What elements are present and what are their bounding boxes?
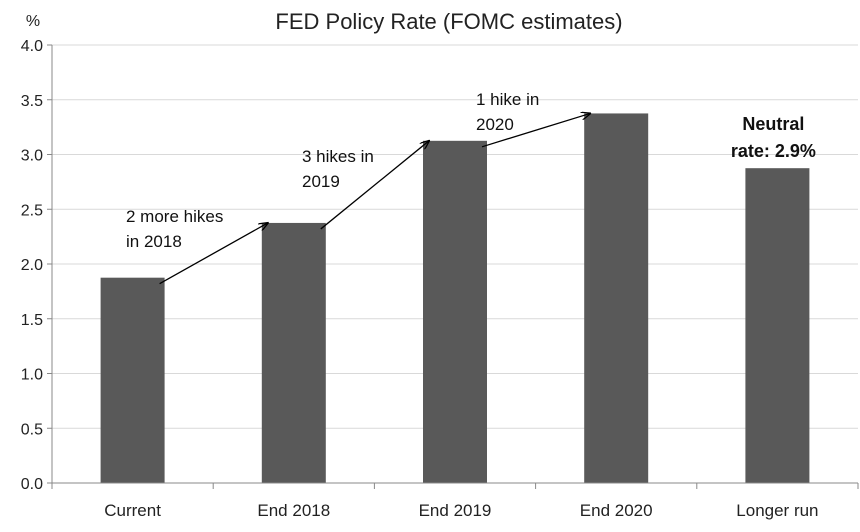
bar-end-2018 [261, 222, 326, 483]
annotation-label: 2020 [476, 115, 514, 134]
y-tick-label: 3.0 [21, 148, 43, 165]
y-tick-label: 1.5 [21, 312, 43, 329]
bar-end-2019 [423, 140, 487, 483]
bars [100, 113, 810, 483]
neutral-rate-callout: Neutral [742, 114, 804, 134]
x-tick-label: End 2020 [580, 501, 653, 520]
x-tick-label: Current [104, 501, 161, 520]
annotation-label: 3 hikes in [302, 147, 374, 166]
x-axis-ticks: Current End 2018 End 2019 End 2020 Longer ru… [51, 483, 859, 520]
axes [51, 45, 858, 484]
y-axis-ticks: 0.0 0.5 1.0 1.5 2.0 2.5 3.0 3.5 4.0 [21, 38, 52, 493]
y-tick-label: 3.5 [21, 93, 43, 110]
y-tick-label: 0.0 [21, 476, 43, 493]
annotation-label: 2 more hikes [126, 207, 223, 226]
annotation-arrow [320, 141, 429, 230]
y-tick-label: 4.0 [21, 38, 43, 55]
y-tick-label: 2.5 [21, 202, 43, 219]
annotation-arrow [159, 223, 268, 285]
chart-title: FED Policy Rate (FOMC estimates) [275, 9, 622, 34]
y-axis-unit-label: % [26, 13, 40, 30]
bar-longer-run [745, 168, 810, 483]
y-tick-label: 0.5 [21, 421, 43, 438]
bar-current [100, 277, 165, 483]
x-tick-label: Longer run [736, 501, 818, 520]
bar-end-2020 [584, 113, 649, 483]
annotation-arrow [481, 113, 590, 148]
y-tick-label: 2.0 [21, 257, 43, 274]
annotation-label: in 2018 [126, 232, 182, 251]
neutral-rate-callout: rate: 2.9% [731, 141, 816, 161]
x-tick-label: End 2019 [419, 501, 492, 520]
annotation-label: 1 hike in [476, 90, 539, 109]
annotation-label: 2019 [302, 172, 340, 191]
x-tick-label: End 2018 [257, 501, 330, 520]
annotations: 2 more hikes in 2018 3 hikes in 2019 1 hike … [126, 90, 816, 285]
y-tick-label: 1.0 [21, 367, 43, 384]
